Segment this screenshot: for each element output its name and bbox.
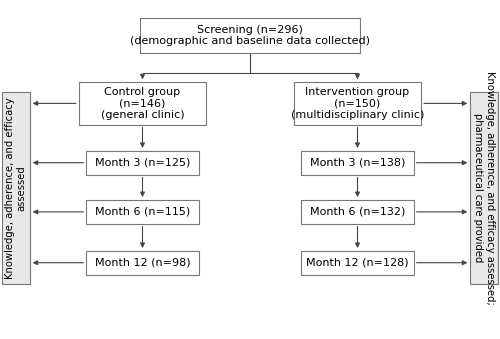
FancyBboxPatch shape	[86, 200, 198, 224]
FancyBboxPatch shape	[301, 251, 414, 275]
Text: Month 6 (n=132): Month 6 (n=132)	[310, 207, 405, 217]
FancyBboxPatch shape	[301, 151, 414, 175]
Text: Intervention group
(n=150)
(multidisciplinary clinic): Intervention group (n=150) (multidiscipl…	[291, 87, 424, 120]
Text: Knowledge, adherence, and efficacy assessed;
pharmaceutical care provided: Knowledge, adherence, and efficacy asses…	[473, 71, 495, 305]
Text: Month 3 (n=138): Month 3 (n=138)	[310, 158, 405, 168]
Text: Control group
(n=146)
(general clinic): Control group (n=146) (general clinic)	[100, 87, 184, 120]
Text: Month 6 (n=115): Month 6 (n=115)	[95, 207, 190, 217]
Text: Knowledge, adherence, and efficacy
assessed: Knowledge, adherence, and efficacy asses…	[5, 97, 27, 279]
FancyBboxPatch shape	[86, 151, 198, 175]
FancyBboxPatch shape	[294, 82, 421, 125]
Text: Month 3 (n=125): Month 3 (n=125)	[95, 158, 190, 168]
FancyBboxPatch shape	[86, 251, 198, 275]
FancyBboxPatch shape	[470, 92, 498, 284]
Text: Month 12 (n=98): Month 12 (n=98)	[94, 258, 190, 268]
FancyBboxPatch shape	[301, 200, 414, 224]
FancyBboxPatch shape	[140, 18, 360, 53]
Text: Month 12 (n=128): Month 12 (n=128)	[306, 258, 409, 268]
Text: Screening (n=296)
(demographic and baseline data collected): Screening (n=296) (demographic and basel…	[130, 25, 370, 46]
FancyBboxPatch shape	[78, 82, 206, 125]
FancyBboxPatch shape	[2, 92, 30, 284]
